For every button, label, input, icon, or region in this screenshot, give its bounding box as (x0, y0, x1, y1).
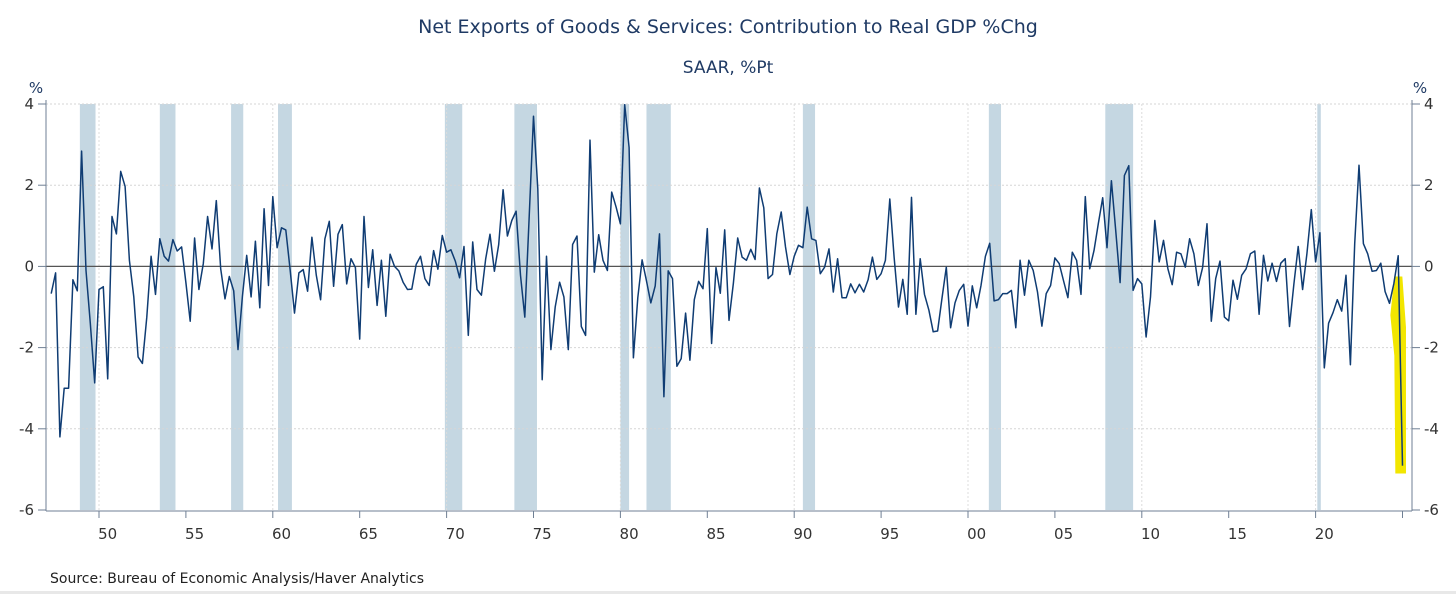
x-tick-label: 05 (1054, 525, 1073, 543)
x-tick-label: 20 (1315, 525, 1334, 543)
x-tick-label: 80 (620, 525, 639, 543)
recession-band (1317, 104, 1321, 510)
x-tick-label: 65 (359, 525, 378, 543)
y-tick-label-right: -6 (1424, 501, 1439, 519)
x-tick-label: 85 (706, 525, 725, 543)
recession-band (988, 104, 1002, 510)
y-tick-label-right: -4 (1424, 420, 1439, 438)
y-tick-label-left: -2 (19, 339, 34, 357)
axes: 4 42 20 0-2 -2-4 -4-6 -650 55 60 65 70 75 80 85 90 95 00… (19, 95, 1439, 543)
x-tick-label: 00 (967, 525, 986, 543)
recession-band (159, 104, 176, 510)
x-tick-label: 10 (1141, 525, 1160, 543)
right-axis-unit: % (1413, 79, 1427, 97)
x-tick-label: 60 (272, 525, 291, 543)
chart-subtitle: SAAR, %Pt (682, 58, 774, 78)
recession-band (1105, 104, 1134, 510)
x-tick-label: 15 (1228, 525, 1247, 543)
recession-band (802, 104, 816, 510)
x-tick-label: 70 (446, 525, 465, 543)
y-tick-label-right: 0 (1424, 257, 1434, 275)
y-tick-label-right: 4 (1424, 95, 1434, 113)
series-line (50, 104, 1404, 466)
highlight-band (1390, 276, 1406, 474)
left-axis-unit: % (29, 79, 43, 97)
highlight-marker (1390, 276, 1406, 474)
y-tick-label-left: -4 (19, 420, 34, 438)
bottom-rule (0, 591, 1456, 594)
x-tick-label: 95 (880, 525, 899, 543)
x-tick-label: 50 (98, 525, 117, 543)
recession-bands (79, 104, 1321, 510)
recession-band (278, 104, 292, 510)
y-tick-label-right: 2 (1424, 176, 1434, 194)
x-tick-label: 90 (793, 525, 812, 543)
x-tick-label: 55 (185, 525, 204, 543)
recession-band (231, 104, 244, 510)
y-tick-label-right: -2 (1424, 339, 1439, 357)
y-tick-label-left: 0 (24, 257, 34, 275)
y-tick-label-left: -6 (19, 501, 34, 519)
y-tick-label-left: 4 (24, 95, 34, 113)
recession-band (444, 104, 463, 510)
x-tick-label: 75 (533, 525, 552, 543)
recession-band (620, 104, 630, 510)
y-tick-label-left: 2 (24, 176, 34, 194)
chart-title: Net Exports of Goods & Services: Contrib… (418, 16, 1038, 38)
source-note: Source: Bureau of Economic Analysis/Have… (50, 571, 425, 587)
